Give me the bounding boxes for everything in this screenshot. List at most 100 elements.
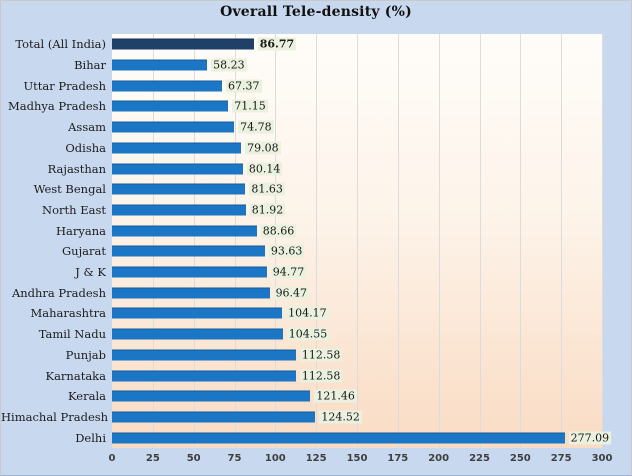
bar-row: 277.09 — [112, 427, 612, 448]
x-tick-label: 300 — [591, 453, 613, 464]
bar — [112, 307, 283, 319]
category-label: Odisha — [65, 140, 106, 155]
x-tick-label: 100 — [264, 453, 286, 464]
bar-row: 81.63 — [112, 179, 602, 200]
value-label: 58.23 — [211, 58, 247, 72]
value-label: 74.78 — [238, 120, 274, 134]
bar-row: 88.66 — [112, 220, 602, 241]
x-tick-label: 125 — [305, 453, 327, 464]
bar — [112, 80, 223, 92]
bar — [112, 204, 246, 216]
gridline — [316, 34, 318, 448]
category-label: Tamil Nadu — [38, 327, 106, 342]
x-tick-label: 150 — [346, 453, 368, 464]
bar — [112, 266, 267, 278]
value-label: 96.47 — [273, 286, 310, 300]
value-label: 81.92 — [249, 203, 286, 217]
bar — [112, 370, 296, 382]
bar-row: 79.08 — [112, 138, 602, 159]
bar-row: 67.37 — [112, 75, 602, 96]
bar — [112, 121, 235, 133]
value-label: 67.37 — [226, 79, 262, 93]
value-label: 88.66 — [260, 224, 297, 238]
bar — [112, 163, 243, 175]
gridline — [275, 34, 277, 448]
bar — [112, 100, 229, 112]
category-label: West Bengal — [33, 182, 106, 197]
bar-row: 121.46 — [112, 386, 602, 407]
category-label: Kerala — [68, 389, 106, 404]
gridline — [479, 34, 481, 448]
x-tick-label: 275 — [550, 453, 572, 464]
bar-row: 74.78 — [112, 117, 602, 138]
bar — [112, 245, 265, 257]
bar — [112, 38, 254, 50]
gridline — [234, 34, 236, 448]
bar-row: 124.52 — [112, 407, 602, 428]
bar-row: 104.17 — [112, 303, 602, 324]
bar — [112, 349, 296, 361]
value-label: 86.77 — [257, 37, 297, 51]
bar-row: 112.58 — [112, 365, 602, 386]
category-labels: Total (All India) Bihar Uttar Pradesh Madhy… — [1, 34, 109, 448]
gridline — [561, 34, 563, 448]
bar — [112, 225, 257, 237]
value-label: 112.58 — [299, 348, 343, 362]
x-tick-label: 0 — [108, 453, 116, 464]
gridline — [152, 34, 154, 448]
bar-row: 112.58 — [112, 345, 602, 366]
x-tick-label: 25 — [145, 453, 160, 464]
category-label: Bihar — [74, 58, 106, 73]
bar — [112, 287, 270, 299]
bar-row: 86.77 — [112, 34, 602, 55]
gridline — [193, 34, 195, 448]
category-label: North East — [42, 202, 106, 217]
value-label: 93.63 — [268, 244, 305, 258]
bar — [112, 328, 283, 340]
category-label: Maharashtra — [30, 306, 106, 321]
bar — [112, 183, 246, 195]
value-label: 112.58 — [299, 369, 343, 383]
category-label: Andhra Pradesh — [11, 285, 106, 300]
value-label: 104.17 — [286, 306, 329, 320]
value-label: 124.52 — [319, 410, 362, 424]
bar-row: 96.47 — [112, 282, 602, 303]
gridline — [602, 34, 603, 448]
value-label: 71.15 — [232, 99, 268, 113]
bar — [112, 432, 565, 444]
category-label: Total (All India) — [15, 37, 106, 52]
gridline — [520, 34, 522, 448]
x-tick-label: 200 — [428, 453, 450, 464]
x-tick-label: 175 — [387, 453, 409, 464]
bar-row: 94.77 — [112, 262, 602, 283]
value-label: 79.08 — [245, 141, 281, 155]
category-label: Assam — [68, 120, 106, 135]
x-tick-label: 250 — [509, 453, 531, 464]
bar — [112, 411, 316, 423]
value-label: 94.77 — [270, 265, 307, 279]
bar-row: 104.55 — [112, 324, 602, 345]
value-label: 80.14 — [246, 162, 283, 176]
bar-row: 80.14 — [112, 158, 602, 179]
category-label: Himachal Pradesh — [1, 409, 109, 424]
category-label: Punjab — [65, 347, 106, 362]
bar — [112, 59, 208, 71]
category-label: Madhya Pradesh — [8, 99, 106, 114]
bar-row: 71.15 — [112, 96, 602, 117]
plot-area: 86.77 58.23 67.37 71.15 74.78 79.08 80.14 81.63… — [112, 34, 612, 448]
category-label: Delhi — [75, 430, 106, 445]
gridline — [397, 34, 399, 448]
value-label: 277.09 — [568, 431, 612, 445]
x-axis: 0 25 50 75 100 125 150 175 200 225 250 275 300 — [108, 453, 613, 469]
gridline — [438, 34, 440, 448]
category-label: Karnataka — [45, 368, 106, 383]
category-label: Rajasthan — [47, 161, 106, 176]
value-label: 81.63 — [249, 182, 285, 196]
category-label: Haryana — [56, 223, 106, 238]
category-label: Uttar Pradesh — [23, 78, 106, 93]
bar-row: 58.23 — [112, 55, 602, 76]
gridline — [357, 34, 358, 448]
chart-title: Overall Tele-density (%) — [220, 4, 412, 20]
value-label: 104.55 — [286, 327, 330, 341]
